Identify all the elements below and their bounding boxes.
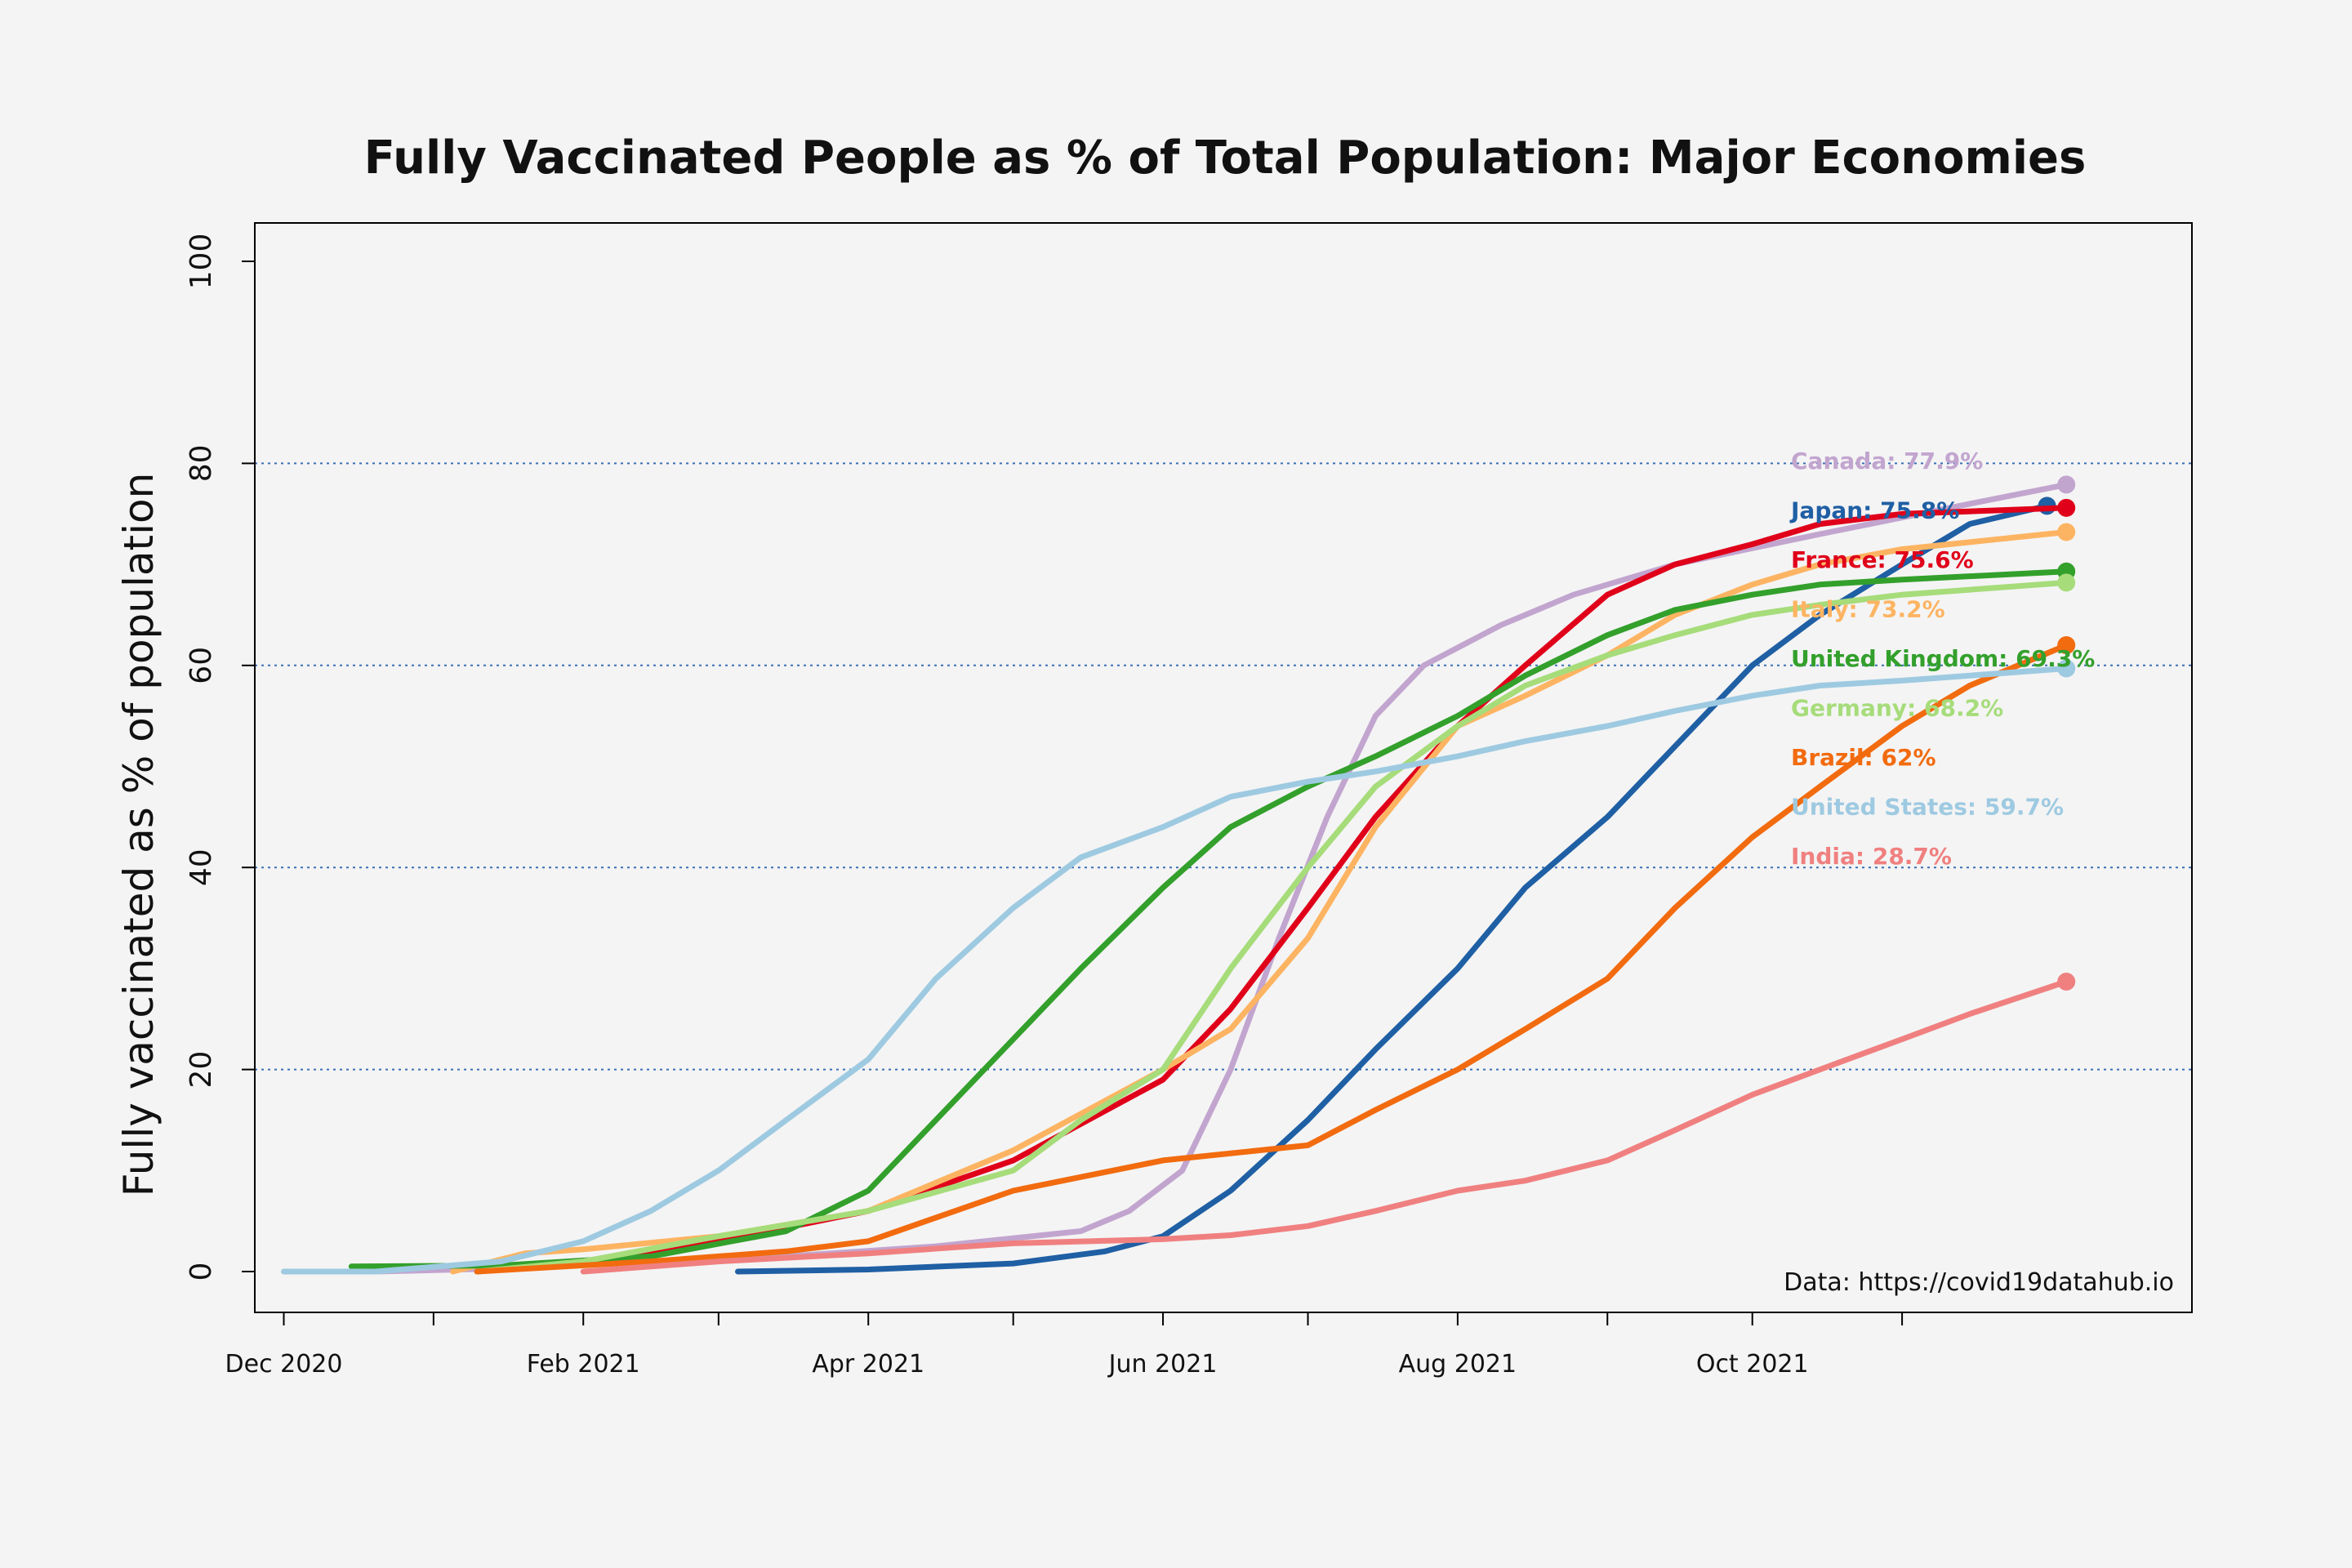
y-tick-label: 100 [185,234,218,290]
series-value-label: Canada: 77.9% [1791,448,1983,474]
series-line [474,579,2069,1275]
y-tick-label: 40 [185,849,218,886]
series-labels: Canada: 77.9% Japan: 75.8% France: 75.6% It… [1789,448,2095,870]
series-brazil [474,636,2076,1275]
series-value-label: Japan: 75.8% [1789,497,1959,524]
y-tick-label: 0 [185,1263,218,1281]
series-value-label: United Kingdom: 69.3% [1791,645,2095,672]
series-value-label: Italy: 73.2% [1791,596,1945,623]
x-tick-label: Aug 2021 [1399,1350,1517,1379]
y-tick-label: 20 [185,1051,218,1089]
series-value-label: Germany: 68.2% [1791,695,2003,722]
series-line [580,978,2069,1275]
x-tick-label: Feb 2021 [527,1350,640,1379]
series-value-label: India: 28.7% [1791,843,1952,870]
series-endpoint [2057,523,2076,541]
series-endpoint [2057,659,2076,678]
series-endpoint [2057,498,2076,517]
series-line [348,568,2069,1270]
y-axis-label: Fully vaccinated as % of population [115,473,163,1197]
series-line [735,502,2050,1275]
data-source-note: Data: https://covid19datahub.io [1784,1268,2174,1297]
x-tick-label: Jun 2021 [1107,1350,1218,1379]
series-value-label: Brazil: 62% [1791,744,1936,771]
gridlines [255,462,2192,1071]
series-value-label: United States: 59.7% [1791,794,2064,821]
chart-title: Fully Vaccinated People as % of Total Po… [364,131,2087,185]
series-line [281,666,2069,1275]
axes: 0 20 40 60 80 100 Dec 2020 Feb 2021 Apr 2021 Jun … [185,222,2193,1379]
series-germany [474,573,2076,1275]
series-endpoint [2057,636,2076,655]
series-endpoint [2057,573,2076,592]
plot-frame [254,222,2193,1313]
y-tick-label: 80 [185,444,218,482]
x-tick-label: Dec 2020 [225,1350,343,1379]
x-tick-label: Apr 2021 [812,1350,924,1379]
series-endpoint [2057,475,2076,494]
series-value-label: France: 75.6% [1791,546,1974,573]
x-tick-label: Oct 2021 [1696,1350,1809,1379]
series-united-states [281,659,2076,1275]
series-endpoint [2057,972,2076,991]
series-india [580,972,2076,1275]
y-tick-label: 60 [185,647,218,684]
series-line [474,642,2069,1275]
series-lines [281,475,2076,1275]
